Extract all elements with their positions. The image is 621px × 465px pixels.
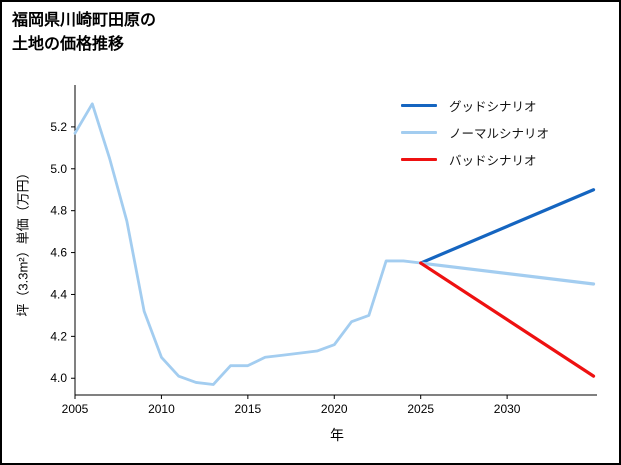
- legend-label-bad-scenario: バッドシナリオ: [449, 154, 537, 168]
- x-tick-label: 2015: [234, 402, 261, 416]
- legend-label-normal-scenario: ノーマルシナリオ: [449, 127, 550, 141]
- good-scenario-line: [419, 188, 596, 265]
- legend-swatch-good-scenario: [401, 104, 437, 107]
- y-tick-label: 4.6: [50, 246, 67, 260]
- legend-swatch-normal-scenario: [401, 131, 437, 134]
- x-tick-label: 2025: [407, 402, 434, 416]
- chart-title-line1: 福岡県川崎町田原の: [12, 12, 157, 29]
- x-tick-label: 2005: [62, 402, 89, 416]
- y-tick-label: 4.4: [50, 287, 67, 301]
- legend-item-good-scenario: グッドシナリオ: [401, 92, 549, 119]
- x-tick-label: 2010: [148, 402, 175, 416]
- normal-scenario-line: [419, 261, 596, 286]
- y-tick-label: 4.0: [50, 371, 67, 385]
- y-tick-label: 5.2: [50, 120, 67, 134]
- x-tick-label: 2030: [494, 402, 521, 416]
- y-axis-label: 坪（3.3m²）単価（万円）: [15, 166, 31, 317]
- chart-legend: グッドシナリオ ノーマルシナリオ バッドシナリオ: [401, 92, 549, 173]
- history-line: [73, 102, 423, 386]
- legend-item-bad-scenario: バッドシナリオ: [401, 146, 549, 173]
- x-axis-label: 年: [330, 427, 344, 443]
- chart-title: 福岡県川崎町田原の 土地の価格推移: [12, 9, 156, 57]
- y-tick-label: 4.8: [50, 204, 67, 218]
- legend-label-good-scenario: グッドシナリオ: [449, 100, 537, 114]
- chart-title-line2: 土地の価格推移: [12, 36, 125, 53]
- legend-swatch-bad-scenario: [401, 158, 437, 161]
- x-tick-label: 2020: [321, 402, 348, 416]
- legend-item-normal-scenario: ノーマルシナリオ: [401, 119, 549, 146]
- y-tick-label: 4.2: [50, 329, 67, 343]
- y-tick-label: 5.0: [50, 162, 67, 176]
- bad-scenario-line: [419, 261, 596, 378]
